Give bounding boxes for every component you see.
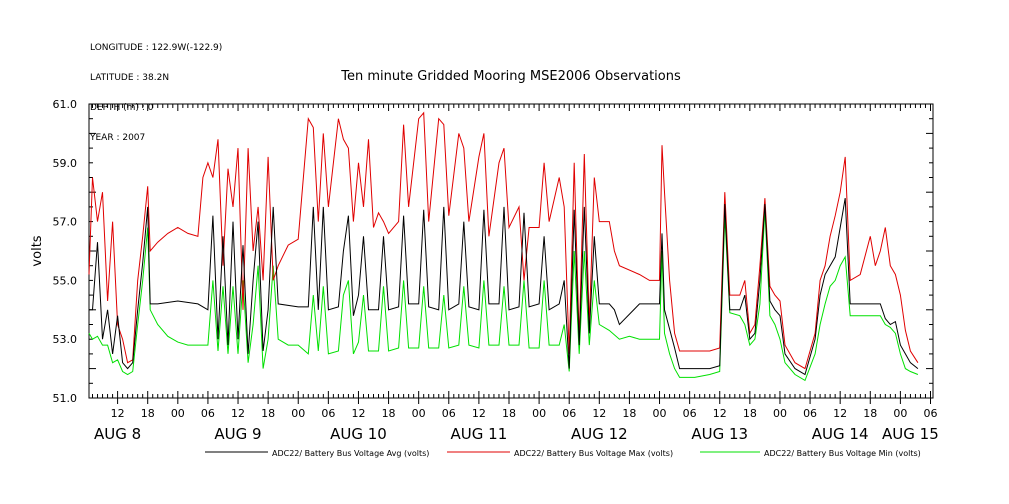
x-tick-label: 00 — [171, 407, 185, 420]
x-tick-label: 00 — [893, 407, 907, 420]
x-tick-label: 00 — [291, 407, 305, 420]
x-tick-label: 18 — [743, 407, 757, 420]
legend-label: ADC22/ Battery Bus Voltage Max (volts) — [514, 449, 673, 458]
x-day-label: AUG 14 — [812, 425, 869, 443]
y-tick-label: 51.0 — [53, 392, 78, 405]
x-tick-label: 18 — [141, 407, 155, 420]
y-axis: 61.0 59.0 57.0 55.0 53.0 51.0 — [53, 98, 933, 405]
y-tick-label: 57.0 — [53, 216, 78, 229]
x-tick-label: 12 — [472, 407, 486, 420]
legend-label: ADC22/ Battery Bus Voltage Avg (volts) — [272, 449, 429, 458]
x-tick-label: 12 — [231, 407, 245, 420]
plot-frame — [88, 103, 934, 399]
y-tick-label: 53.0 — [53, 333, 78, 346]
x-tick-label: 12 — [713, 407, 727, 420]
x-tick-label: 12 — [111, 407, 125, 420]
legend-label: ADC22/ Battery Bus Voltage Min (volts) — [764, 449, 921, 458]
x-day-label: AUG 12 — [571, 425, 628, 443]
x-day-label: AUG 10 — [330, 425, 387, 443]
x-tick-label: 18 — [622, 407, 636, 420]
series-line — [89, 198, 919, 376]
header-meta: LONGITUDE : 122.9W(-122.9) LATITUDE : 38… — [90, 23, 222, 153]
x-tick-label: 12 — [351, 407, 365, 420]
legend: ADC22/ Battery Bus Voltage Avg (volts) AD… — [205, 449, 921, 458]
x-tick-label: 00 — [412, 407, 426, 420]
series-group — [88, 111, 919, 382]
y-tick-label: 55.0 — [53, 274, 78, 287]
x-tick-label: 06 — [683, 407, 697, 420]
x-day-label: AUG 15 — [882, 425, 939, 443]
x-axis: 12 18 00 06 12 18 00 06 12 18 00 06 12 18 00 06 12 18 00 06… — [92, 104, 939, 443]
x-tick-label: 00 — [532, 407, 546, 420]
longitude-label: LONGITUDE : 122.9W(-122.9) — [90, 43, 223, 53]
x-day-label: AUG 8 — [94, 425, 141, 443]
x-tick-label: 18 — [502, 407, 516, 420]
year-label: YEAR : 2007 — [90, 133, 146, 143]
series-line — [88, 209, 919, 382]
x-tick-label: 18 — [382, 407, 396, 420]
x-tick-label: 18 — [863, 407, 877, 420]
x-tick-label: 06 — [562, 407, 576, 420]
latitude-label: LATITUDE : 38.2N — [90, 73, 170, 83]
chart-title: Ten minute Gridded Mooring MSE2006 Obser… — [340, 69, 681, 84]
depth-label: DEPTH (m) : 0 — [90, 103, 154, 113]
x-tick-label: 18 — [261, 407, 275, 420]
series-line — [88, 111, 919, 370]
y-tick-label: 61.0 — [53, 98, 78, 111]
x-tick-label: 06 — [803, 407, 817, 420]
x-day-label: AUG 9 — [214, 425, 261, 443]
y-tick-label: 59.0 — [53, 157, 78, 170]
x-tick-label: 12 — [592, 407, 606, 420]
x-tick-label: 06 — [201, 407, 215, 420]
y-axis-label: volts — [30, 235, 45, 266]
x-tick-label: 06 — [923, 407, 937, 420]
x-tick-label: 06 — [321, 407, 335, 420]
x-tick-label: 12 — [833, 407, 847, 420]
x-tick-label: 06 — [442, 407, 456, 420]
x-tick-label: 00 — [653, 407, 667, 420]
x-tick-label: 00 — [773, 407, 787, 420]
x-day-label: AUG 13 — [691, 425, 748, 443]
x-day-label: AUG 11 — [451, 425, 508, 443]
